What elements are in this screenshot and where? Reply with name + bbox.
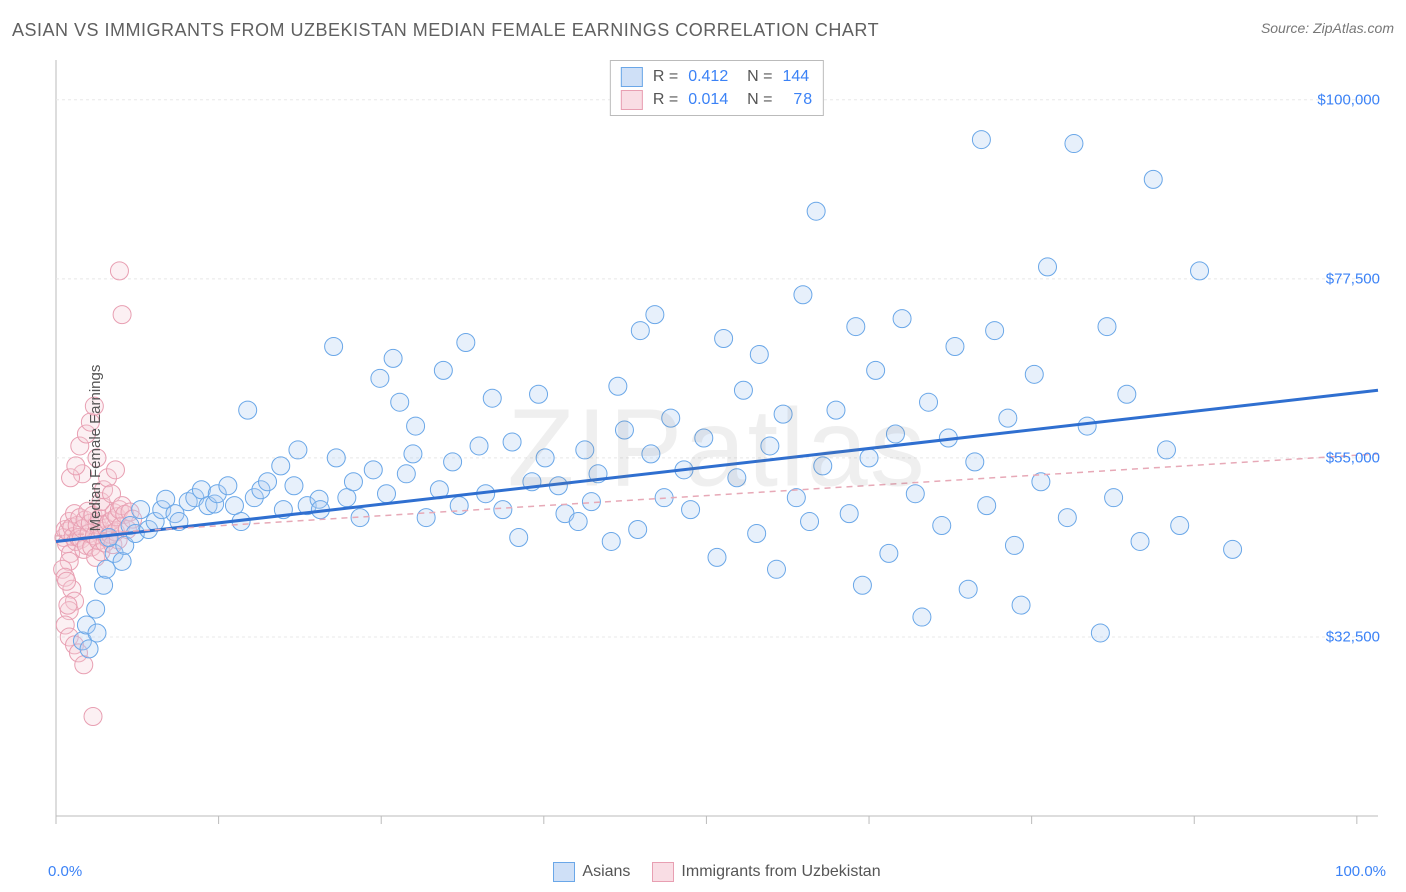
y-tick-label: $32,500: [1326, 628, 1380, 645]
legend-swatch-asians: [553, 862, 575, 882]
y-tick-label: $77,500: [1326, 270, 1380, 287]
header: ASIAN VS IMMIGRANTS FROM UZBEKISTAN MEDI…: [12, 20, 1394, 41]
y-tick-label: $100,000: [1317, 91, 1380, 108]
y-axis-label: Median Female Earnings: [87, 365, 104, 532]
source-label: Source: ZipAtlas.com: [1261, 20, 1394, 36]
swatch-asians: [621, 67, 643, 87]
plot-area: Median Female Earnings ZIPatlas R = 0.41…: [48, 52, 1386, 844]
correlation-row-uzbekistan: R = 0.014 N = 78: [621, 88, 813, 111]
correlation-box: R = 0.412 N = 144 R = 0.014 N = 78: [610, 60, 824, 116]
chart-title: ASIAN VS IMMIGRANTS FROM UZBEKISTAN MEDI…: [12, 20, 879, 41]
y-tick-label: $55,000: [1326, 449, 1380, 466]
legend-item-asians: Asians: [553, 862, 630, 882]
legend-item-uzbekistan: Immigrants from Uzbekistan: [652, 862, 880, 882]
swatch-uzbekistan: [621, 90, 643, 110]
scatter-plot-svg: [48, 52, 1386, 844]
legend-swatch-uzbekistan: [652, 862, 674, 882]
correlation-row-asians: R = 0.412 N = 144: [621, 65, 813, 88]
bottom-legend: Asians Immigrants from Uzbekistan: [48, 862, 1386, 882]
